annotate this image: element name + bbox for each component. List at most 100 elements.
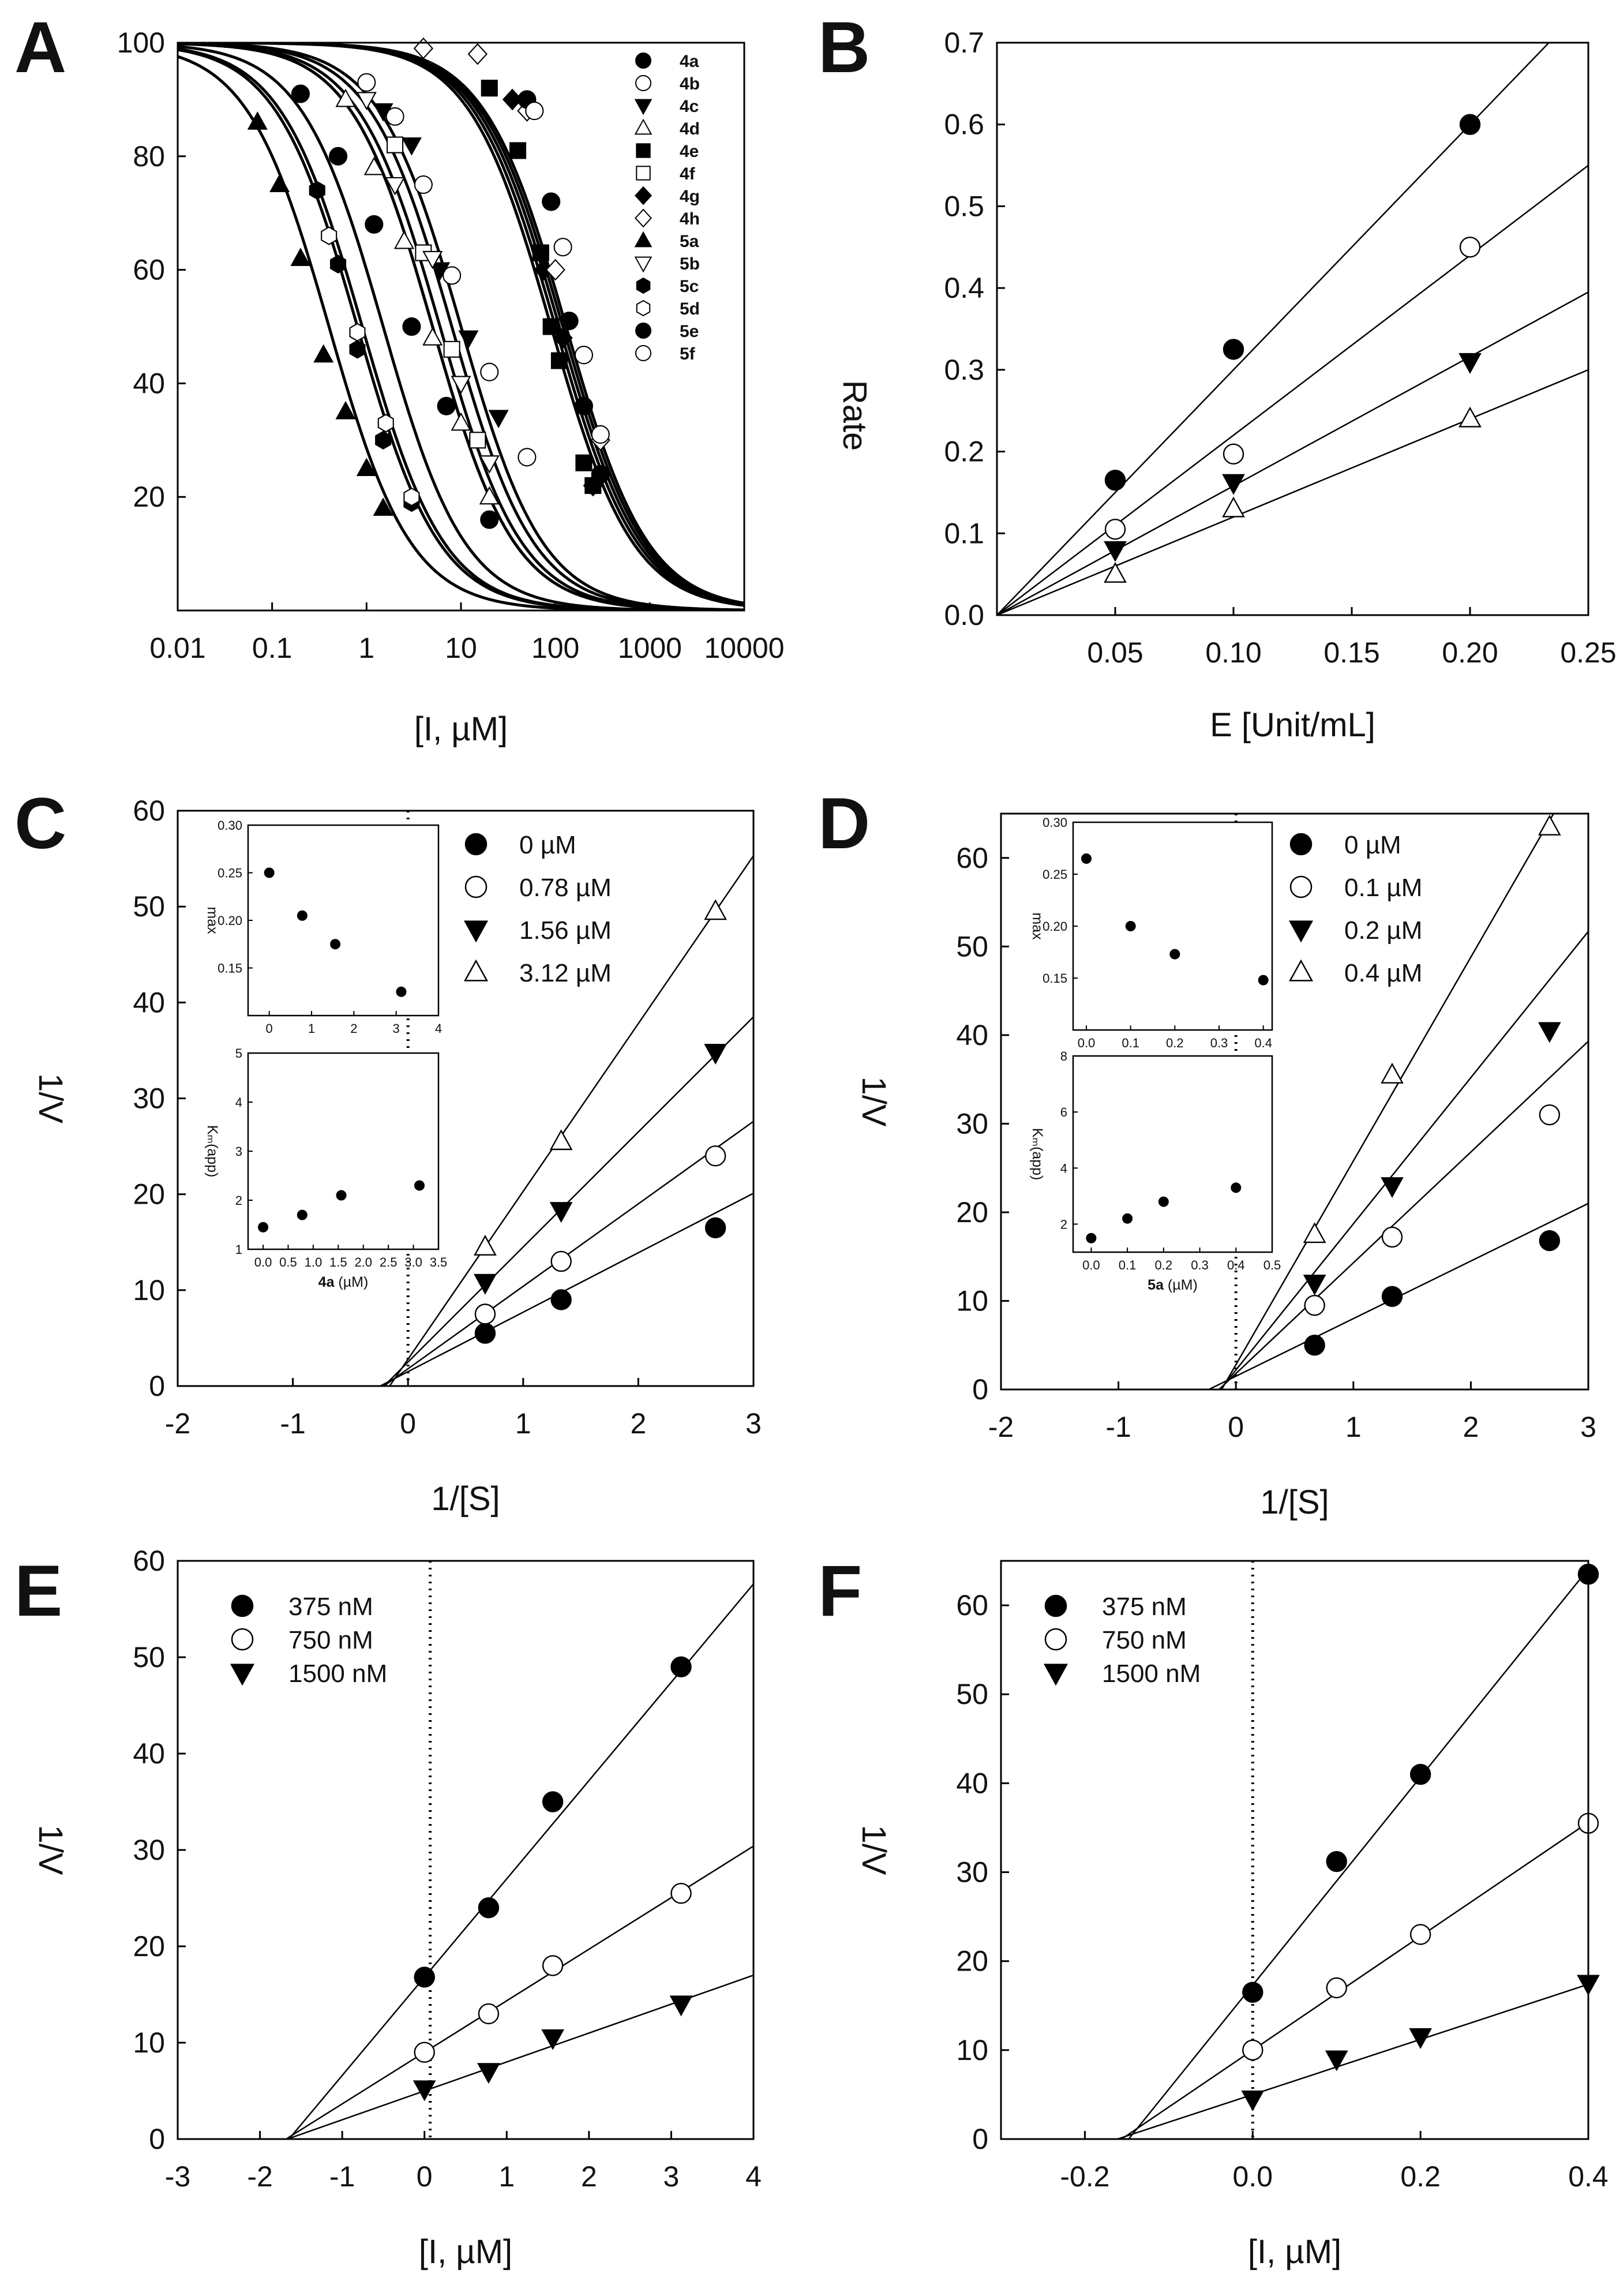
inset-vmax: 0.0 0.1 0.2 0.3 0.4 0.15 0.20 0.25 0.30 max <box>1029 815 1273 1050</box>
inset-point <box>1081 853 1092 864</box>
point-series-3 <box>1222 474 1245 495</box>
inset-x-label: 4a (µM) <box>318 1274 369 1290</box>
y-tick-label: 30 <box>956 1107 988 1140</box>
x-tick-label: 0.25 <box>1560 636 1616 669</box>
point-5f <box>574 346 593 365</box>
inset-y-tick-label: 0.20 <box>1043 919 1067 934</box>
point-4d <box>363 156 384 175</box>
legend-label-4b: 4b <box>680 74 700 93</box>
point-5c <box>330 254 347 274</box>
point-4d <box>393 230 414 249</box>
y-tick-label: 0.0 <box>944 599 984 631</box>
x-axis-label: [I, µM] <box>1248 2233 1341 2271</box>
y-tick-label: 20 <box>956 1196 988 1228</box>
inset-point <box>1125 921 1136 931</box>
inset-point <box>1231 1182 1242 1193</box>
inset-x-tick-label: 0.5 <box>279 1255 297 1269</box>
data-points <box>1104 114 1482 583</box>
y-axis-label: 1/V <box>855 1825 893 1875</box>
inset-x-tick-label: 0.1 <box>1119 1258 1137 1272</box>
inset-y-label: max <box>1029 912 1045 940</box>
inset-y-tick-label: 0.30 <box>1043 815 1067 830</box>
inset-y-tick-label: 0.25 <box>218 866 242 881</box>
point-series-2 <box>1381 1226 1403 1248</box>
point-4c <box>458 330 479 349</box>
legend-label-1: 0 µM <box>519 831 576 859</box>
inset-point <box>1158 1196 1169 1207</box>
inset-x-tick-label: 0.1 <box>1122 1036 1139 1050</box>
inset-x-tick-label: 0.0 <box>254 1255 272 1269</box>
point-5d <box>349 323 366 342</box>
x-tick-label: -2 <box>247 2160 272 2193</box>
legend-marker-4e <box>636 143 651 158</box>
x-tick-label: 3 <box>1580 1411 1596 1443</box>
inset-x-tick-label: 3 <box>393 1021 400 1036</box>
legend-label-4g: 4g <box>680 187 700 206</box>
inset-point <box>330 939 341 950</box>
point-4a <box>402 317 421 336</box>
point-series-3 <box>1381 1177 1404 1198</box>
y-tick-label: 0.1 <box>944 517 984 549</box>
y-tick-label: 10 <box>956 2034 988 2066</box>
inset-y-tick-label: 0.30 <box>218 818 242 833</box>
panel-label-f: F <box>818 1551 862 1631</box>
legend-marker-4c <box>634 99 653 115</box>
point-series-1 <box>670 1656 692 1677</box>
point-4e <box>542 318 560 335</box>
x-tick-label: -3 <box>165 2160 190 2193</box>
x-tick-label: 10 <box>445 632 477 664</box>
inset-x-tick-label: 4 <box>435 1021 442 1036</box>
legend-marker-5d <box>636 299 651 317</box>
point-5b <box>479 455 500 474</box>
x-tick-label: -1 <box>1105 1411 1131 1443</box>
inset-y-tick-label: 1 <box>235 1242 242 1257</box>
panel-label-e: E <box>14 1551 62 1631</box>
inset-y-tick-label: 2 <box>235 1193 242 1208</box>
legend-label-3: 1.56 µM <box>519 916 612 945</box>
y-tick-label: 20 <box>133 1930 165 1962</box>
point-series-4 <box>1458 406 1482 428</box>
legend-marker-4f <box>636 166 651 181</box>
y-tick-label: 60 <box>956 842 988 874</box>
x-tick-label: -1 <box>329 2160 355 2193</box>
legend-marker-3 <box>1288 920 1314 943</box>
point-5b <box>451 376 471 395</box>
legend-label-4e: 4e <box>680 142 699 161</box>
inset-x-tick-label: 0.0 <box>1078 1036 1096 1050</box>
legend-marker-2 <box>1044 1628 1067 1651</box>
y-tick-label: 0 <box>149 1370 165 1402</box>
point-series-1 <box>474 1323 496 1344</box>
legend-label-3: 1500 nM <box>288 1660 387 1688</box>
inset-x-label-unit: (µM) <box>334 1274 368 1290</box>
inset-y-label: max <box>204 907 220 934</box>
inset-point <box>1169 949 1180 960</box>
point-4a <box>437 396 456 415</box>
legend-label-4: 0.4 µM <box>1344 959 1422 987</box>
inset-x-tick-label: 2.0 <box>354 1255 372 1269</box>
panel-f: F -0.2 0.0 0.2 0.4 0 10 20 30 40 50 60 [I, µM] 1/V 375… <box>818 1551 1608 2271</box>
legend: 375 nM 750 nM 1500 nM <box>230 1593 387 1688</box>
point-5b <box>356 92 377 111</box>
fit-line-3 <box>1117 1983 1588 2139</box>
legend-marker-3 <box>230 1664 255 1686</box>
y-tick-label: 80 <box>133 140 165 173</box>
y-tick-label: 40 <box>133 1737 165 1770</box>
point-series-2 <box>414 2042 435 2063</box>
y-tick-label: 50 <box>133 890 165 923</box>
point-5a <box>373 497 393 516</box>
point-5d <box>377 414 394 433</box>
y-tick-label: 50 <box>133 1641 165 1673</box>
y-tick-label: 100 <box>117 27 165 59</box>
y-tick-label: 30 <box>133 1834 165 1866</box>
point-series-3 <box>1325 2050 1348 2072</box>
point-series-3 <box>1104 541 1127 562</box>
y-tick-label: 40 <box>956 1019 988 1051</box>
point-series-4 <box>474 1234 497 1256</box>
point-4b <box>480 362 499 381</box>
inset-y-tick-label: 4 <box>235 1095 242 1110</box>
inset-x-tick-label: 0.3 <box>1191 1258 1209 1272</box>
y-tick-label: 10 <box>133 2027 165 2059</box>
panel-b: B 0.05 0.10 0.15 0.20 0.25 0.0 0.1 0.2 0.3 0.4 0.5 0… <box>818 8 1616 744</box>
